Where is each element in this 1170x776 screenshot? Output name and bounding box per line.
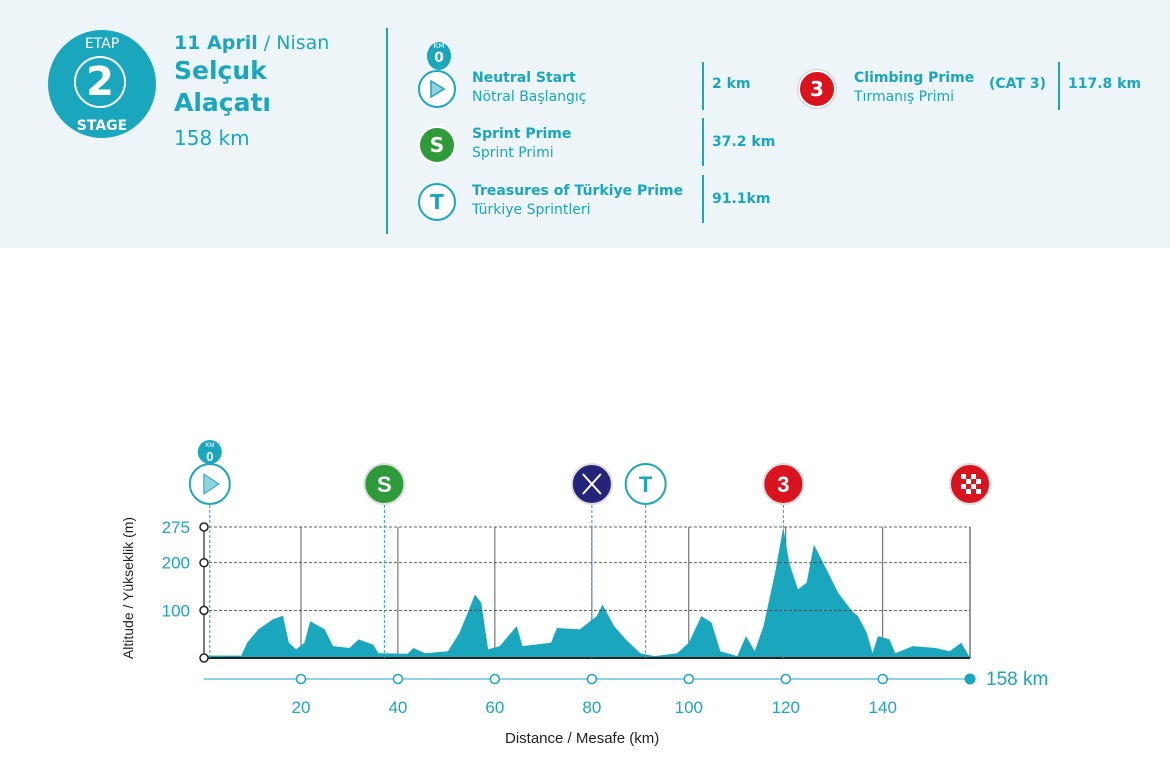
y-tick-marker xyxy=(199,522,209,532)
stage-date: 11 April / Nisan xyxy=(174,32,330,54)
legend-title: Treasures of Türkiye Prime xyxy=(472,183,684,199)
distance-tick-marker xyxy=(586,673,598,685)
marker-glyph: 3 xyxy=(777,472,789,497)
distance-tick-marker xyxy=(780,673,792,685)
x-tick-label: 120 xyxy=(772,698,800,717)
stage-header: ETAP 2 STAGE 11 April / Nisan Selçuk Ala… xyxy=(0,0,1170,248)
checkered-flag-cell xyxy=(976,479,981,484)
distance-tick-marker xyxy=(392,673,404,685)
x-tick-label: 80 xyxy=(582,698,601,717)
distance-tick-marker xyxy=(489,673,501,685)
stage-distance: 158 km xyxy=(174,126,250,150)
legend-title: Neutral Start xyxy=(472,70,576,86)
finish-city: Alaçatı xyxy=(174,88,271,117)
y-tick-label: 275 xyxy=(162,518,190,537)
checkered-flag-cell xyxy=(961,484,966,489)
y-tick-label: 200 xyxy=(162,554,190,573)
marker-glyph: S xyxy=(377,472,392,497)
turkiye-sprint-icon: T xyxy=(418,183,456,221)
y-tick-marker xyxy=(199,653,209,663)
elevation-area xyxy=(204,527,970,658)
play-icon xyxy=(203,473,220,495)
x-tick-label: 60 xyxy=(485,698,504,717)
sprint-s-icon: S xyxy=(418,126,456,164)
legend-subtitle: Tırmanış Primi xyxy=(854,89,955,105)
stage-badge: ETAP 2 STAGE xyxy=(48,30,156,138)
km0-badge: KM 0 xyxy=(427,42,451,70)
distance-tick-marker xyxy=(877,673,888,685)
y-tick-label: 100 xyxy=(162,601,190,620)
neutral-start-play-icon xyxy=(418,70,456,108)
legend-subtitle: Sprint Primi xyxy=(472,145,554,161)
legend-km: 2 km xyxy=(712,76,751,92)
y-axis-label: Altitude / Yükseklik (m) xyxy=(120,516,136,660)
y-tick-marker xyxy=(199,557,209,568)
x-tick-label: 140 xyxy=(869,698,897,717)
x-axis-label: Distance / Mesafe (km) xyxy=(505,730,660,747)
turkiye-sprint-icon xyxy=(624,463,667,505)
checkered-flag-cell xyxy=(961,474,966,479)
end-distance-label: 158 km xyxy=(986,669,1049,690)
legend-subtitle: Türkiye Sprintleri xyxy=(472,202,591,218)
x-tick-label: 40 xyxy=(388,698,407,717)
sprint-icon xyxy=(363,463,406,505)
distance-end-marker xyxy=(964,673,976,685)
badge-number: 2 xyxy=(74,56,126,108)
badge-stage: STAGE xyxy=(76,118,128,134)
legend-km: 37.2 km xyxy=(712,134,776,150)
km0-badge-value: 0 xyxy=(206,449,213,464)
checkered-flag-cell xyxy=(966,489,971,494)
legend-title: Sprint Prime xyxy=(472,126,572,142)
legend-title: Climbing Prime xyxy=(854,70,975,86)
km0-badge-label: KM xyxy=(205,443,214,449)
climb-cat3-icon xyxy=(762,463,805,505)
divider xyxy=(386,28,388,234)
legend-km: 91.1km xyxy=(712,191,771,207)
fork-knife-icon xyxy=(582,473,602,495)
x-tick-label: 100 xyxy=(675,698,703,717)
legend-category: (CAT 3) xyxy=(989,76,1046,92)
y-tick-marker xyxy=(199,605,209,616)
legend-subtitle: Nötral Başlangıç xyxy=(472,89,587,105)
checkered-flag-cell xyxy=(971,484,976,489)
start-city: Selçuk xyxy=(174,56,267,85)
distance-tick-marker xyxy=(295,673,307,685)
climb-mountain-icon: 3 xyxy=(798,70,836,108)
x-tick-label: 20 xyxy=(292,698,311,717)
marker-glyph: T xyxy=(639,472,653,497)
distance-tick-marker xyxy=(683,673,695,685)
checkered-flag-cell xyxy=(971,474,976,479)
km0-badge xyxy=(197,440,222,464)
badge-etap: ETAP xyxy=(84,36,120,52)
checkered-flag-cell xyxy=(976,489,981,494)
checkered-flag-cell xyxy=(966,479,971,484)
legend-km: 117.8 km xyxy=(1068,76,1142,92)
